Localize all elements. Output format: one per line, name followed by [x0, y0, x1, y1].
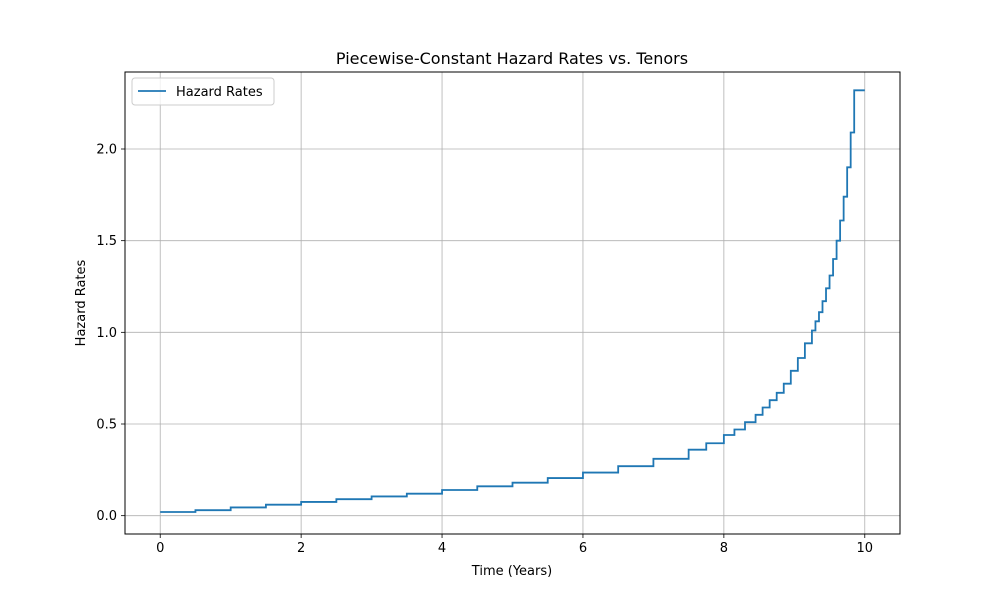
hazard-rates-step-line: [160, 89, 865, 513]
x-tick-label: 4: [438, 541, 446, 556]
plot-area-frame: [124, 71, 901, 535]
x-tick-label: 0: [156, 541, 164, 556]
y-axis-label: Hazard Rates: [74, 259, 89, 346]
x-tick-label: 10: [856, 541, 873, 556]
y-tick-label: 1.0: [96, 326, 117, 341]
y-tick-label: 0.5: [96, 418, 117, 433]
legend: Hazard Rates: [131, 77, 275, 106]
x-tick-label: 2: [297, 541, 305, 556]
chart-title: Piecewise-Constant Hazard Rates vs. Teno…: [336, 49, 688, 68]
legend-label: Hazard Rates: [176, 85, 263, 100]
x-axis-label: Time (Years): [471, 564, 552, 579]
y-tick-label: 0.0: [96, 509, 117, 524]
y-tick-label: 1.5: [96, 234, 117, 249]
legend-box: [131, 77, 275, 106]
grid-lines: [125, 72, 900, 534]
x-axis-ticks: 0 2 4 6 8 10: [156, 534, 873, 556]
x-tick-label: 6: [579, 541, 587, 556]
series-layer: [160, 89, 865, 513]
y-axis-ticks: 0.0 0.5 1.0 1.5 2.0: [96, 143, 125, 524]
x-tick-label: 8: [720, 541, 728, 556]
y-tick-label: 2.0: [96, 143, 117, 158]
